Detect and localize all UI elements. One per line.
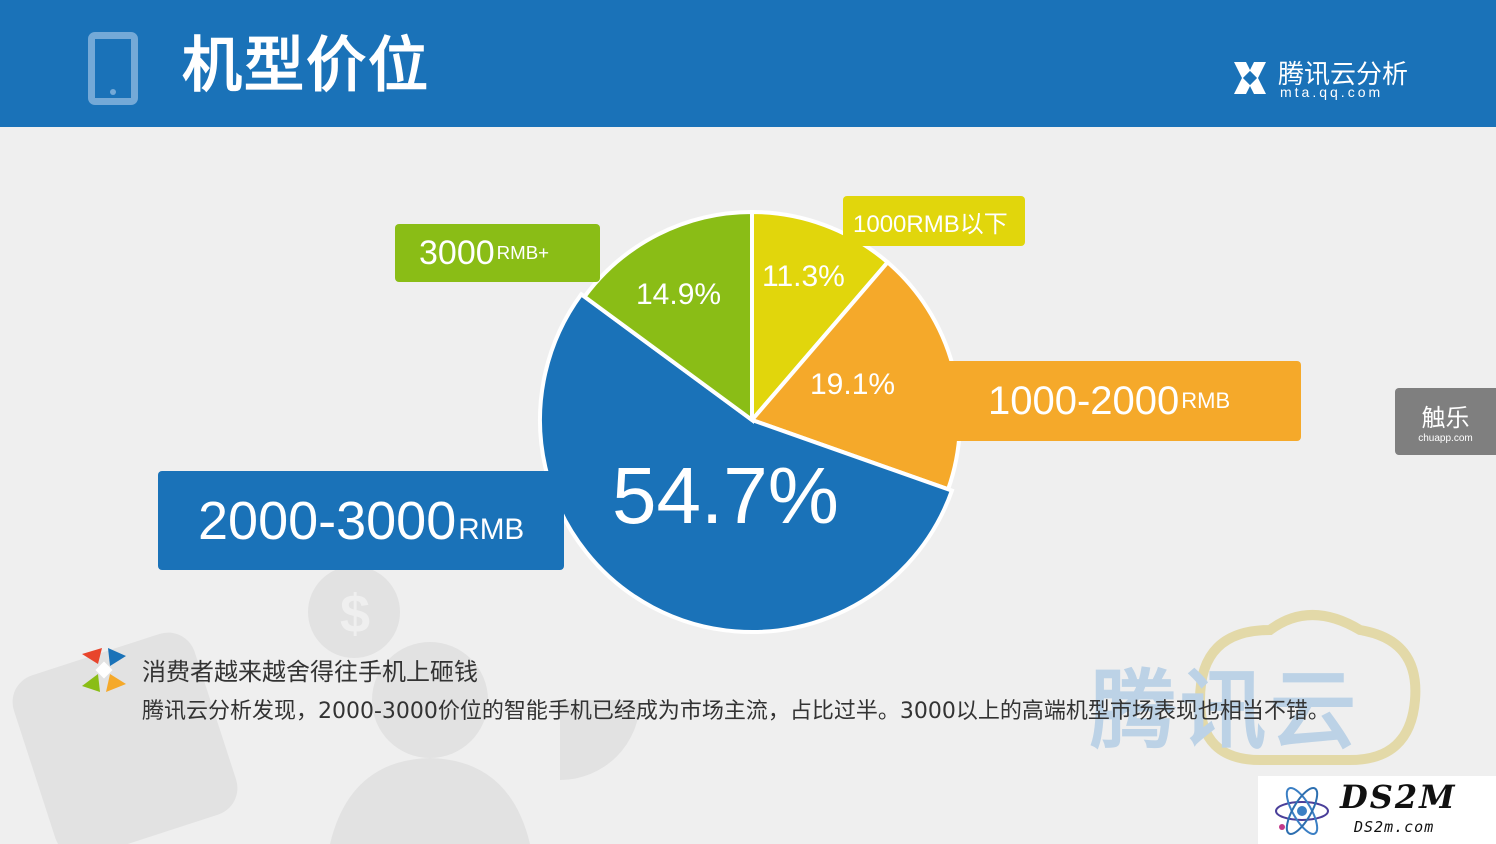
data-label-1000-2000: 19.1% [810,368,896,401]
pie-slice-2000-3000 [538,291,955,634]
atom-icon [1275,787,1329,835]
data-label-3000-plus: 14.9% [636,278,722,311]
pie-slice-3000-plus [581,209,754,424]
legend-label-unit: RMB [458,512,525,546]
colorful-logo-icon [82,648,126,692]
legend-label-2000-3000: 2000-3000 RMB [158,471,564,570]
side-tab-subtitle: chuapp.com [1418,433,1473,444]
data-label-2000-3000: 54.7% [612,451,839,540]
legend-label-text: 1000-2000 [988,378,1180,423]
legend-label-unit: RMB [1181,388,1231,413]
tencent-analytics-logo-icon [1234,62,1266,94]
caption-body: 腾讯云分析发现，2000-3000价位的智能手机已经成为市场主流，占比过半。30… [142,699,1330,724]
watermark-text: 腾讯云 [1090,661,1360,761]
side-tab-title: 触乐 [1421,404,1470,432]
legend-label-1000-2000: 1000-2000 RMB [940,361,1301,441]
legend-label-unit: RMB+ [496,242,550,263]
ds2m-footer-logo: DS2M DS2m.com [1258,776,1496,844]
legend-label-text: 1000RMB以下 [853,210,1008,238]
ds2m-name: DS2M [1340,778,1457,816]
brand-name: 腾讯云分析 [1278,60,1409,90]
legend-label-text: 3000 [419,233,495,272]
data-label-under-1000: 11.3% [762,260,845,293]
header-bar: 机型价位 腾讯云分析 mta.qq.com [0,0,1496,127]
chuapp-side-tab[interactable]: 触乐 chuapp.com [1395,388,1496,455]
ds2m-url: DS2m.com [1354,818,1435,836]
legend-label-under-1000: 1000RMB以下 [843,196,1025,246]
phone-icon [88,32,138,105]
svg-text:$: $ [340,584,370,644]
pie-slice-under-1000 [750,209,891,426]
legend-label-3000-plus: 3000 RMB+ [395,224,600,282]
brand-url: mta.qq.com [1280,84,1384,100]
page-title: 机型价位 [182,31,430,101]
caption-title: 消费者越来越舍得往手机上砸钱 [142,658,478,686]
legend-label-text: 2000-3000 [198,490,457,551]
